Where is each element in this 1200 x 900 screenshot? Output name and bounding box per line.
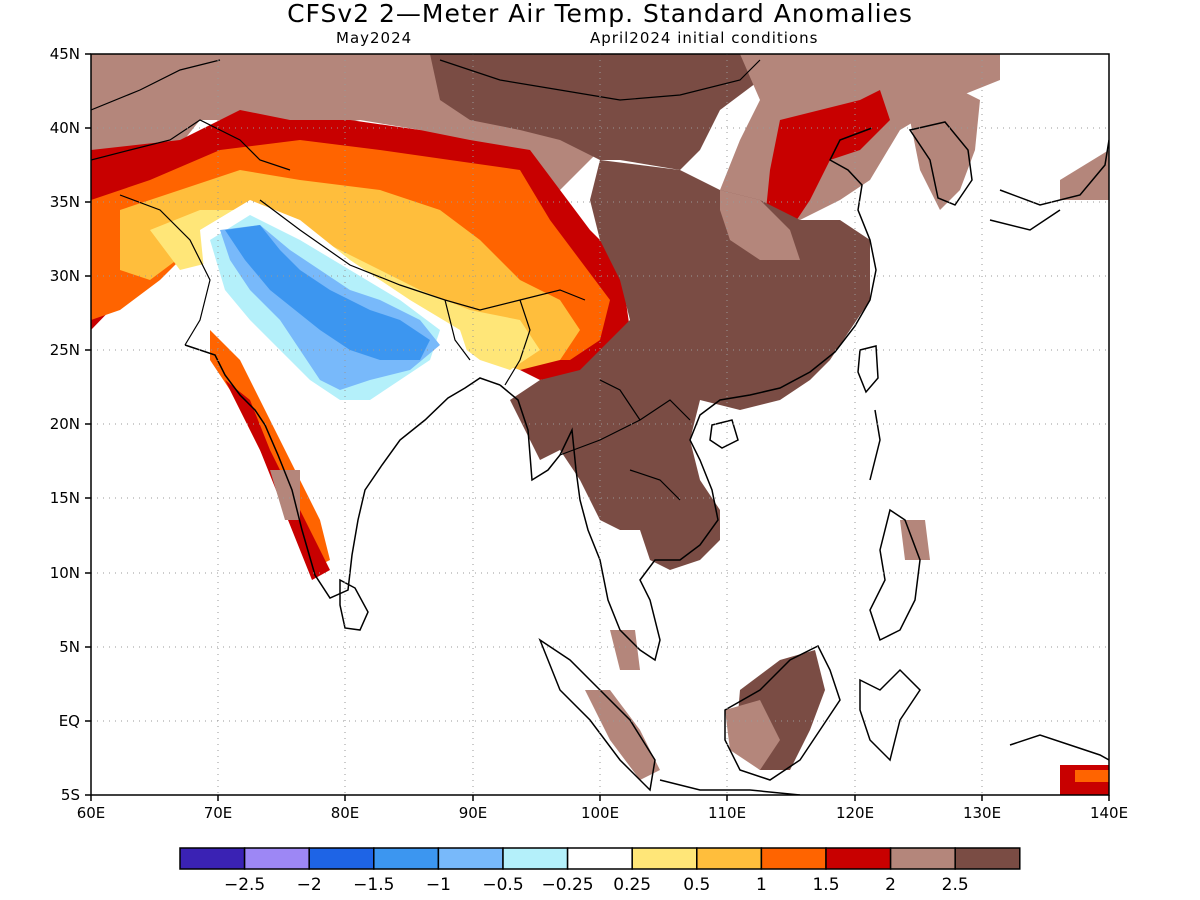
map-title: CFSv2 2—Meter Air Temp. Standard Anomali… [287,0,913,28]
colorbar-label: −2 [297,875,322,895]
lat-tick-labels: 45N 40N 35N 30N 25N 20N 15N 10N 5N EQ 5S [50,45,80,804]
colorbar-swatch [566,847,633,870]
coastline-philippines [869,409,921,642]
lon-tick-label: 120E [836,804,874,822]
lat-tick-label: 15N [50,489,80,507]
coastline-sumatra [538,638,656,792]
init-conditions-label: April2024 initial conditions [590,29,819,47]
anomaly-region-india-coast-brown [270,470,300,520]
lat-tick-label: EQ [59,712,80,730]
colorbar-swatch [502,847,569,870]
coastline-sulawesi [859,668,921,762]
colorbar-label: −1.5 [353,875,394,895]
colorbar-swatch [179,847,246,870]
lon-tick-label: 90E [459,804,488,822]
colorbar-swatch [631,847,698,870]
colorbar-label: 1 [756,875,767,895]
coastline-java [659,779,801,795]
coastlines [91,59,1109,795]
colorbar-label: 2.5 [942,875,969,895]
lat-tick-label: 35N [50,193,80,211]
colorbar-swatch [954,847,1021,870]
lon-tick-label: 100E [581,804,619,822]
colorbar-swatch [243,847,310,870]
colorbar-swatch [373,847,440,870]
coastline-new-guinea [1009,734,1109,761]
anomaly-region-north-red [765,90,890,230]
coastline-borneo [724,644,841,781]
lat-tick-label: 5S [61,786,80,804]
colorbar-label: 1.5 [812,875,839,895]
anomaly-region-philippines [900,520,930,560]
coastline-japan [989,139,1109,231]
anomaly-region-sumatra [585,690,660,780]
lat-tick-label: 10N [50,564,80,582]
coastline-sri-lanka [339,578,369,631]
colorbar-label: −0.25 [542,875,594,895]
lon-tick-label: 110E [708,804,746,822]
anomaly-region-korea [910,90,980,210]
colorbar-label: −0.5 [482,875,523,895]
colorbar-label: 0.25 [613,875,651,895]
valid-month-label: May2024 [336,29,413,47]
lat-tick-label: 30N [50,267,80,285]
colorbar-label: −2.5 [224,875,265,895]
lon-tick-label: 80E [331,804,360,822]
coastline-korea [908,121,973,206]
colorbar-label: 2 [885,875,896,895]
lon-tick-label: 140E [1090,804,1128,822]
lon-tick-label: 60E [77,804,106,822]
lon-tick-labels: 60E 70E 80E 90E 100E 110E 120E 130E 140E [77,804,1128,822]
lat-tick-label: 45N [50,45,80,63]
tick-marks [85,53,1110,801]
colorbar-swatch [889,847,956,870]
anomaly-shading [91,54,1109,795]
colorbar-swatch [825,847,892,870]
lon-tick-label: 130E [963,804,1001,822]
lat-tick-label: 5N [59,638,80,656]
coastline-hainan [709,419,739,449]
lat-tick-label: 25N [50,341,80,359]
colorbar-swatch [760,847,827,870]
anomaly-region-malaya [610,630,640,670]
coastline-india [184,344,501,599]
anomaly-region-se-asia-dark [510,160,870,570]
colorbar-swatch [696,847,763,870]
colorbar-swatch [437,847,504,870]
coastline-taiwan [857,345,879,394]
colorbar-swatch [308,847,375,870]
anomaly-region-newguinea-orange [1075,770,1109,782]
anomaly-region-china-light [720,190,800,260]
lon-tick-label: 70E [204,804,233,822]
coastline-se-asia [499,127,877,662]
plot-area [90,53,1110,796]
border-lines [91,59,761,501]
colorbar-label: −1 [426,875,451,895]
anomaly-region-japan [1060,150,1109,200]
anomaly-region-borneo-light [725,700,780,770]
lat-tick-label: 20N [50,415,80,433]
anomaly-region-cold-blue [225,225,430,360]
colorbar-label: 0.5 [683,875,710,895]
lat-tick-label: 40N [50,119,80,137]
colorbar: −2.5 −2 −1.5 −1 −0.5 −0.25 0.25 0.5 1 1.5 2 2.5 [179,847,1021,895]
